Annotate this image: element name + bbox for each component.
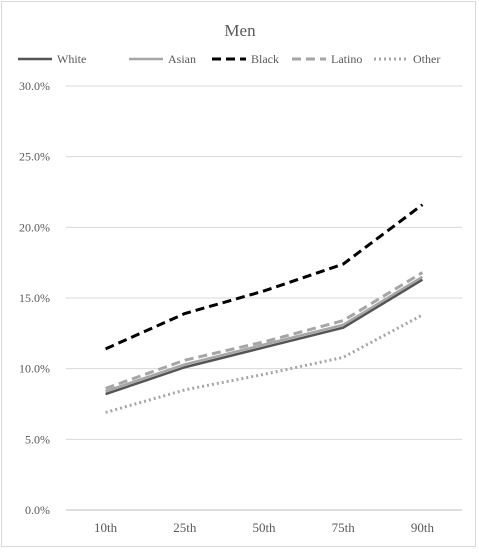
series-line-white xyxy=(105,278,424,396)
legend-label-other: Other xyxy=(413,52,440,66)
legend-label-asian: Asian xyxy=(168,52,196,66)
series-line-other xyxy=(105,313,424,414)
chart-title: Men xyxy=(224,21,256,40)
y-tick-label: 0.0% xyxy=(25,503,50,517)
y-axis-ticks: 0.0% 5.0% 10.0% 15.0% 20.0% 25.0% 30.0% xyxy=(19,79,50,517)
chart-frame: Men White Asian Black Latino Other 0.0% 5.0% 1… xyxy=(1,1,476,547)
x-tick-label: 25th xyxy=(173,520,197,535)
y-tick-label: 15.0% xyxy=(19,291,50,305)
series-lines xyxy=(104,203,424,414)
x-axis-ticks: 10th 25th 50th 75th 90th xyxy=(94,520,434,535)
x-tick-label: 90th xyxy=(411,520,435,535)
x-tick-label: 50th xyxy=(252,520,276,535)
x-tick-label: 10th xyxy=(94,520,118,535)
series-line-asian xyxy=(105,275,424,393)
gridlines xyxy=(66,85,462,511)
series-line-latino xyxy=(105,271,424,390)
y-tick-label: 10.0% xyxy=(19,362,50,376)
y-tick-label: 5.0% xyxy=(25,432,50,446)
legend-label-black: Black xyxy=(251,52,279,66)
y-tick-label: 20.0% xyxy=(19,220,50,234)
series-line-black xyxy=(104,203,424,351)
legend-label-latino: Latino xyxy=(331,52,362,66)
legend-label-white: White xyxy=(57,52,86,66)
x-tick-label: 75th xyxy=(332,520,356,535)
legend: White Asian Black Latino Other xyxy=(18,52,440,66)
line-chart: Men White Asian Black Latino Other 0.0% 5.0% 1… xyxy=(18,21,462,535)
y-tick-label: 25.0% xyxy=(19,150,50,164)
y-tick-label: 30.0% xyxy=(19,79,50,93)
